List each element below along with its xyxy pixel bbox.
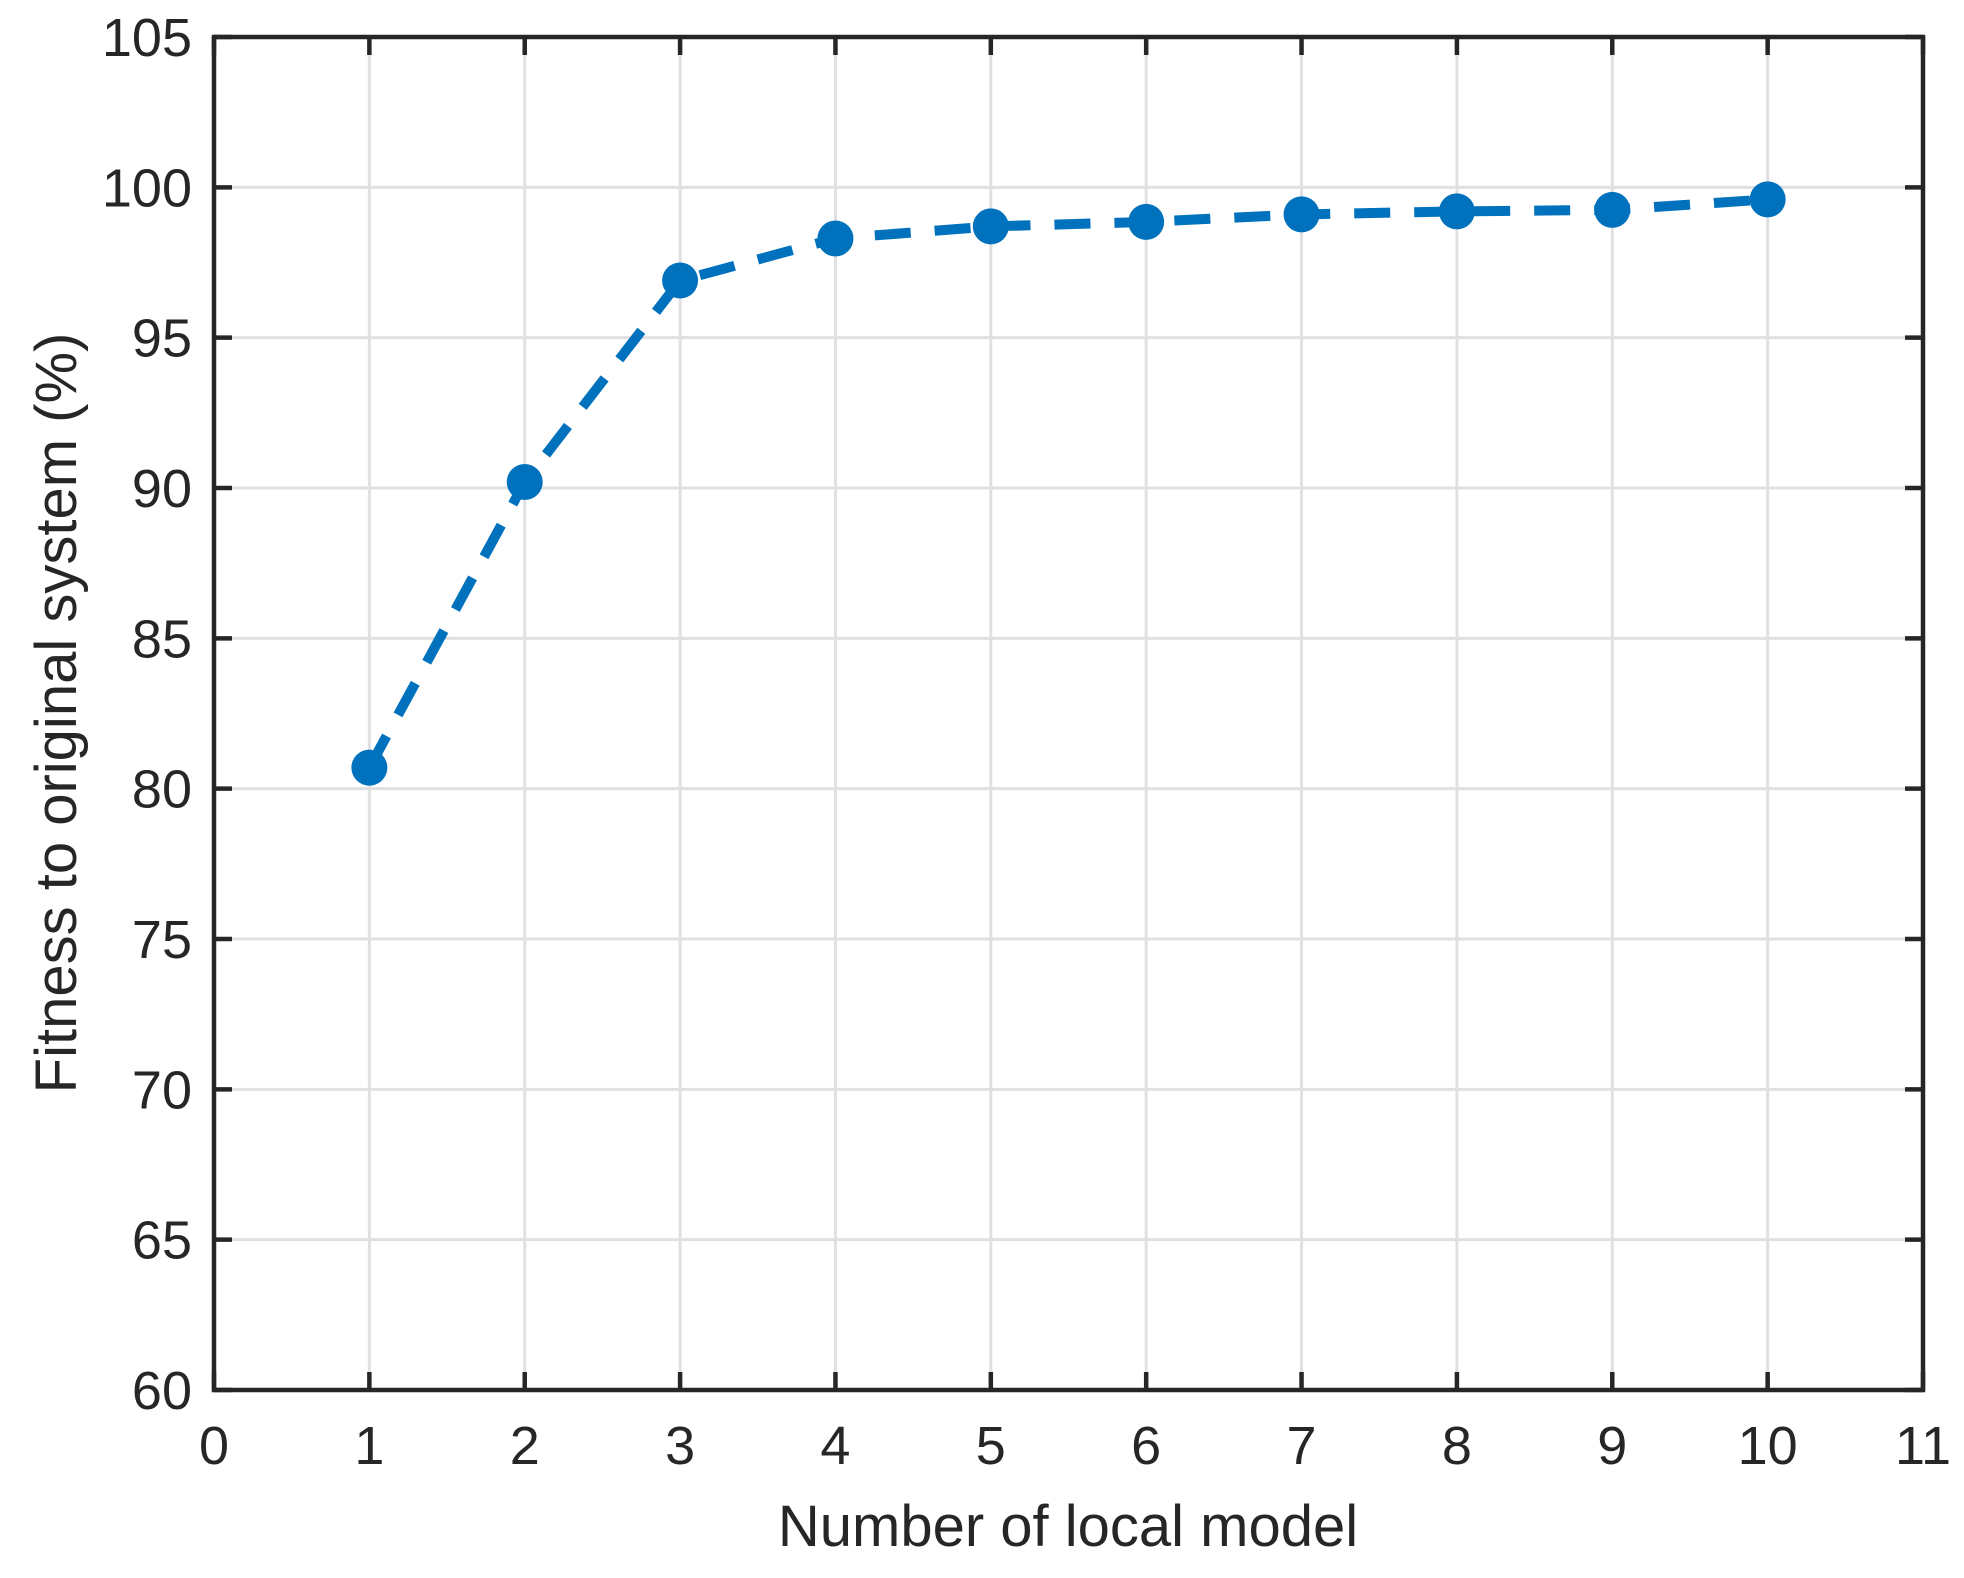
x-tick-label-9: 9 [1597, 1416, 1627, 1476]
data-point-x4 [817, 220, 854, 257]
x-tick-label-6: 6 [1131, 1416, 1161, 1476]
y-tick-label-95: 95 [132, 309, 192, 369]
data-point-x5 [972, 208, 1009, 245]
y-tick-label-70: 70 [132, 1060, 192, 1120]
x-tick-label-4: 4 [820, 1416, 850, 1476]
x-tick-label-11: 11 [1895, 1416, 1951, 1476]
x-tick-label-0: 0 [199, 1416, 229, 1476]
y-tick-label-105: 105 [102, 8, 192, 68]
y-tick-label-60: 60 [132, 1361, 192, 1421]
x-tick-label-3: 3 [665, 1416, 695, 1476]
y-tick-label-75: 75 [132, 910, 192, 970]
data-point-x3 [662, 262, 699, 299]
data-point-x8 [1438, 193, 1475, 230]
x-tick-label-1: 1 [354, 1416, 384, 1476]
y-tick-label-90: 90 [132, 459, 192, 519]
y-tick-label-100: 100 [102, 158, 192, 218]
data-point-x6 [1128, 203, 1165, 240]
series-line [364, 194, 1768, 771]
data-point-x7 [1283, 196, 1320, 233]
x-tick-label-5: 5 [976, 1416, 1006, 1476]
x-tick-label-8: 8 [1442, 1416, 1472, 1476]
x-tick-label-7: 7 [1287, 1416, 1317, 1476]
data-point-x2 [506, 463, 543, 500]
plot-border [211, 34, 1926, 1393]
data-point-x10 [1749, 181, 1786, 218]
y-tick-label-85: 85 [132, 609, 192, 669]
y-axis-title: Fitness to original system (%) [24, 332, 89, 1094]
x-axis-title: Number of local model [777, 1494, 1359, 1559]
x-tick-label-2: 2 [510, 1416, 540, 1476]
y-tick-label-80: 80 [132, 760, 192, 820]
data-point-x1 [351, 749, 388, 786]
data-point-x9 [1594, 191, 1631, 228]
y-tick-label-65: 65 [132, 1211, 192, 1271]
x-tick-label-10: 10 [1738, 1416, 1798, 1476]
